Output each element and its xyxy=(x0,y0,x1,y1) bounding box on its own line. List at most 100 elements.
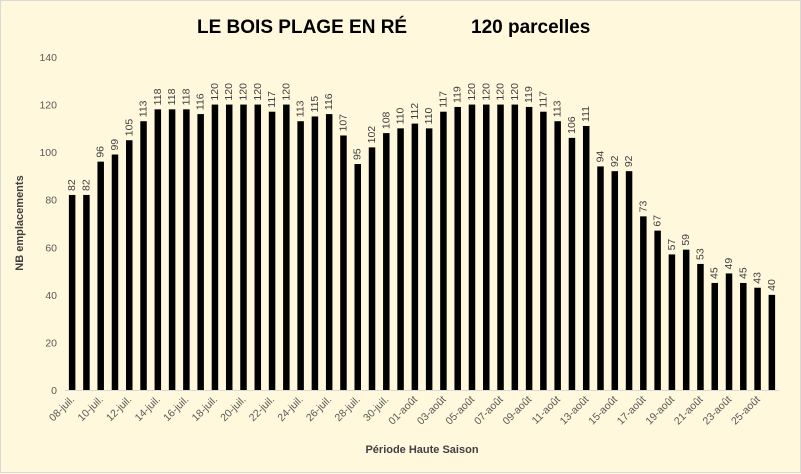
bar xyxy=(597,166,604,390)
x-tick-label: 19-août xyxy=(643,394,677,428)
data-label: 117 xyxy=(266,91,278,108)
data-label: 113 xyxy=(138,100,150,117)
data-label: 105 xyxy=(123,119,135,137)
bar xyxy=(754,287,761,390)
data-label: 115 xyxy=(309,96,321,113)
data-label: 113 xyxy=(552,100,564,117)
data-label: 67 xyxy=(652,215,664,227)
bar xyxy=(768,294,776,390)
y-tick-label: 140 xyxy=(39,52,57,64)
data-label: 120 xyxy=(209,83,221,101)
bar xyxy=(225,104,233,391)
data-label: 116 xyxy=(195,93,207,110)
x-tick-label: 11-août xyxy=(530,394,563,427)
chart-title-location: LE BOIS PLAGE EN RÉ xyxy=(197,17,408,38)
data-label: 92 xyxy=(609,155,621,167)
bar xyxy=(425,128,433,390)
x-tick-label: 09-août xyxy=(501,394,535,428)
data-label: 120 xyxy=(223,83,235,101)
data-label: 120 xyxy=(480,83,492,101)
bar xyxy=(68,194,76,390)
data-label: 82 xyxy=(80,179,92,191)
bar xyxy=(725,273,733,390)
data-label: 94 xyxy=(595,151,607,163)
bar xyxy=(97,161,104,390)
bar xyxy=(568,137,576,390)
x-tick-label: 05-août xyxy=(443,394,477,428)
bar xyxy=(611,171,619,390)
data-label: 120 xyxy=(466,83,478,101)
x-tick-label: 25-août xyxy=(729,394,763,428)
bar xyxy=(468,104,476,391)
x-tick-label: 14-juil. xyxy=(133,394,163,424)
bar xyxy=(625,171,633,390)
bar xyxy=(354,164,361,390)
bar xyxy=(297,121,304,390)
data-label: 59 xyxy=(680,234,692,246)
bar xyxy=(582,125,590,390)
x-tick-label: 20-juil. xyxy=(218,394,248,424)
data-label: 45 xyxy=(737,267,749,279)
bar xyxy=(640,216,647,390)
x-tick-label: 13-août xyxy=(558,394,592,428)
data-label: 45 xyxy=(709,267,721,279)
bar xyxy=(111,154,119,390)
data-label: 113 xyxy=(295,100,307,117)
x-tick-label: 21-août xyxy=(672,394,706,428)
x-tick-label: 28-juil. xyxy=(332,394,362,424)
bar xyxy=(554,121,561,390)
x-tick-label: 10-juil. xyxy=(75,394,105,424)
data-label: 108 xyxy=(380,111,392,129)
data-label: 110 xyxy=(423,107,435,124)
data-label: 53 xyxy=(694,248,706,260)
bar xyxy=(268,111,276,390)
bar xyxy=(383,133,390,390)
bar xyxy=(668,254,676,390)
bar xyxy=(540,111,547,390)
data-label: 96 xyxy=(95,146,107,158)
data-label: 117 xyxy=(437,91,449,108)
y-tick-label: 20 xyxy=(45,337,57,349)
data-label: 119 xyxy=(523,86,535,103)
bar xyxy=(211,104,219,391)
bar xyxy=(154,109,162,390)
data-label: 118 xyxy=(166,88,178,105)
data-label: 92 xyxy=(623,155,635,167)
y-tick-label: 0 xyxy=(51,385,57,397)
data-label: 110 xyxy=(395,107,407,124)
data-label: 57 xyxy=(666,239,678,251)
data-label: 49 xyxy=(723,258,735,270)
x-tick-label: 22-juil. xyxy=(247,394,277,424)
x-tick-label: 15-août xyxy=(586,394,620,428)
x-tick-label: 23-août xyxy=(700,394,734,428)
bar xyxy=(168,109,176,390)
y-tick-label: 120 xyxy=(39,100,57,112)
bar xyxy=(83,194,90,390)
data-label: 95 xyxy=(352,148,364,160)
data-label: 43 xyxy=(752,272,764,284)
data-label: 99 xyxy=(109,139,121,151)
bar xyxy=(697,263,704,390)
bar xyxy=(497,104,504,391)
x-tick-label: 08-juil. xyxy=(47,394,77,424)
bar xyxy=(454,106,461,390)
bar xyxy=(283,104,290,391)
bar xyxy=(711,282,718,390)
x-tick-label: 24-juil. xyxy=(275,394,305,424)
data-label: 120 xyxy=(238,83,250,101)
bar xyxy=(240,104,247,391)
bar xyxy=(126,140,133,390)
y-tick-label: 40 xyxy=(45,290,57,302)
bar xyxy=(682,249,690,390)
data-label: 107 xyxy=(337,114,349,132)
data-label: 73 xyxy=(637,201,649,213)
bar xyxy=(397,128,404,390)
data-label: 116 xyxy=(323,93,335,110)
x-tick-label: 07-août xyxy=(472,394,506,428)
x-tick-label: 17-août xyxy=(615,394,649,428)
data-label: 118 xyxy=(180,88,192,105)
data-label: 112 xyxy=(409,103,421,120)
bar xyxy=(368,147,376,390)
